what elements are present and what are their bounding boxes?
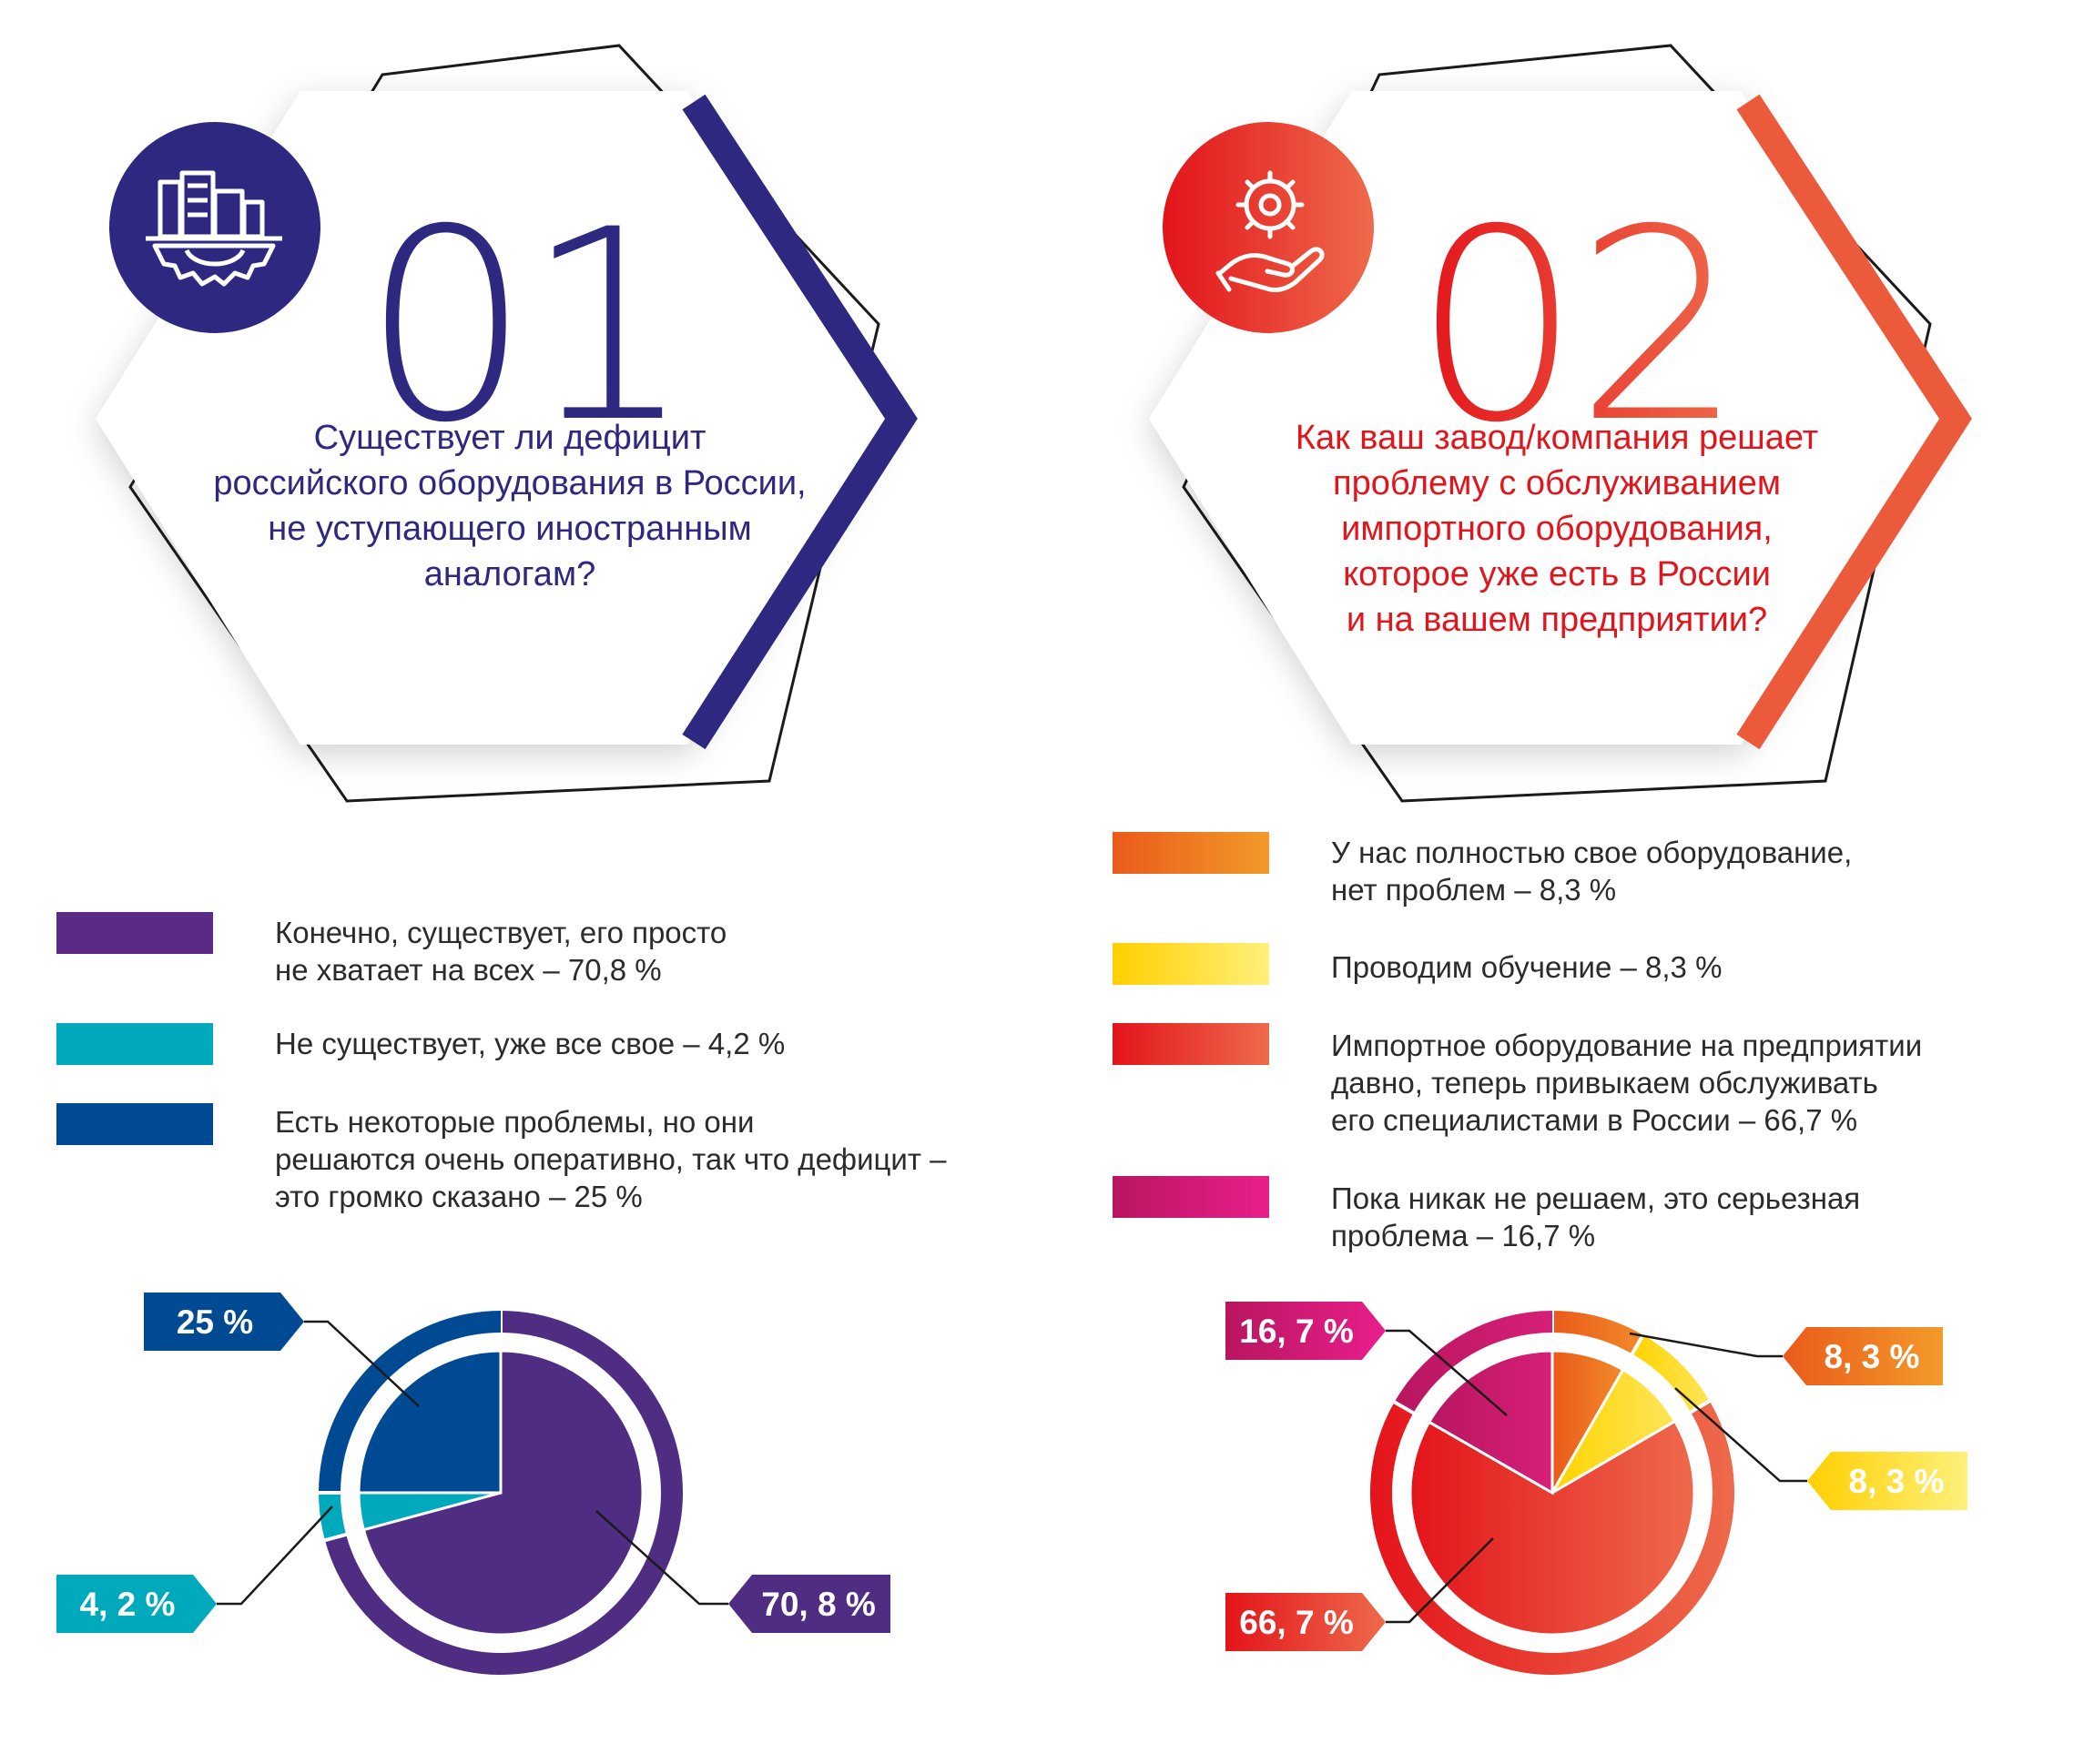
- pie-slice: [361, 1349, 645, 1637]
- legend-swatch-training: [1113, 943, 1269, 985]
- ring-segment: [1552, 1311, 1643, 1354]
- panel1-number: 01: [362, 174, 693, 481]
- panel2-question-line: Как ваш завод/компания решает: [1295, 419, 1819, 457]
- panel2-chevron: [1736, 94, 1972, 750]
- callout-leader-line: [1386, 1537, 1494, 1624]
- callout-leader-line: [595, 1510, 728, 1606]
- legend-item-no: Не существует, уже все свое – 4,2 %: [275, 1025, 785, 1062]
- callout-leader-line: [1674, 1387, 1807, 1483]
- ring-divider: [322, 1532, 349, 1543]
- legend-swatch-some: [56, 1103, 213, 1145]
- callout-box: [728, 1575, 890, 1633]
- ring-segment: [319, 1311, 501, 1493]
- callout-leader-line: [304, 1320, 420, 1407]
- data-label: 4, 2 %: [80, 1586, 176, 1623]
- panel2-outline-hexagon: [1182, 44, 1932, 803]
- panel1-question: Существует ли дефицит российского оборуд…: [164, 415, 856, 597]
- legend-line: давно, теперь привыкаем обслуживать: [1331, 1066, 1878, 1100]
- data-label: 8, 3 %: [1825, 1338, 1920, 1375]
- ring-divider: [1629, 1332, 1646, 1357]
- legend-line: Проводим обучение – 8,3 %: [1331, 950, 1723, 984]
- panel2-number: 02: [1413, 174, 1743, 481]
- legend-item-some: Есть некоторые проблемы, но они решаются…: [275, 1103, 946, 1215]
- ring-segment: [319, 1493, 347, 1541]
- data-label: 70, 8 %: [761, 1586, 875, 1623]
- panel1-chevron: [682, 94, 918, 750]
- pie-slice: [357, 1349, 503, 1495]
- callout-box: [1225, 1302, 1386, 1360]
- legend-line: проблема – 16,7 %: [1331, 1219, 1596, 1252]
- legend-line: У нас полностью свое оборудование,: [1331, 836, 1853, 869]
- legend-item-none: Пока никак не решаем, это серьезная проб…: [1331, 1180, 1860, 1254]
- data-label: 8, 3 %: [1849, 1463, 1945, 1500]
- legend-line: не хватает на всех – 70,8 %: [275, 953, 662, 987]
- callout-leader-line: [217, 1505, 333, 1606]
- panel2-question-line: импортного оборудования,: [1341, 510, 1773, 548]
- legend-swatch-no: [56, 1023, 213, 1065]
- legend-swatch-import: [1113, 1023, 1269, 1065]
- legend-swatch-none: [1113, 1176, 1269, 1218]
- panel2-question-line: которое уже есть в России: [1343, 555, 1771, 593]
- callout-box: [1783, 1327, 1943, 1385]
- callout-box: [1225, 1593, 1386, 1651]
- legend-line: Есть некоторые проблемы, но они: [275, 1105, 755, 1139]
- callout-leader-line: [1386, 1329, 1508, 1416]
- hand-gear-icon: [1215, 170, 1325, 292]
- legend-line: это громко сказано – 25 %: [275, 1180, 643, 1213]
- legend-line: Импортное оборудование на предприятии: [1331, 1029, 1923, 1062]
- factory-gear-icon: [146, 170, 282, 287]
- panel2-question-line: проблему с обслуживанием: [1333, 464, 1781, 502]
- panel2-question: Как ваш завод/компания решает проблему с…: [1211, 415, 1903, 643]
- callout-leader-line: [1629, 1332, 1783, 1358]
- panel1-outline-hexagon: [128, 44, 880, 803]
- data-label: 66, 7 %: [1239, 1604, 1353, 1641]
- panel2-question-line: и на вашем предприятии?: [1346, 601, 1768, 639]
- legend-line: Конечно, существует, его просто: [275, 916, 727, 949]
- legend-swatch-own: [1113, 832, 1269, 874]
- legend-line: Пока никак не решаем, это серьезная: [1331, 1181, 1861, 1215]
- ring-divider: [1391, 1399, 1417, 1416]
- panel1-question-line: Существует ли дефицит: [313, 419, 706, 457]
- ring-divider: [1688, 1398, 1713, 1415]
- legend-item-import: Импортное оборудование на предприятии да…: [1331, 1027, 1922, 1139]
- legend-line: нет проблем – 8,3 %: [1331, 873, 1617, 907]
- legend-item-yes: Конечно, существует, его просто не хвата…: [275, 914, 727, 988]
- data-label: 16, 7 %: [1239, 1313, 1353, 1350]
- data-label: 25 %: [177, 1303, 253, 1341]
- callout-box: [56, 1575, 217, 1633]
- legend-line: решаются очень оперативно, так что дефиц…: [275, 1142, 947, 1176]
- callout-box: [1807, 1452, 1967, 1510]
- legend-item-own: У нас полностью свое оборудование, нет п…: [1331, 834, 1852, 908]
- panel1-question-line: аналогам?: [423, 555, 596, 593]
- panel1-question-line: не уступающего иностранным: [268, 510, 752, 548]
- legend-line: Не существует, уже все свое – 4,2 %: [275, 1027, 786, 1060]
- ring-segment: [1631, 1334, 1710, 1413]
- legend-swatch-yes: [56, 912, 213, 954]
- pie-slice: [1427, 1349, 1554, 1495]
- pie-slice: [1408, 1419, 1696, 1637]
- panel1-question-line: российского оборудования в России,: [213, 464, 807, 502]
- legend-line: его специалистами в России – 66,7 %: [1331, 1103, 1858, 1137]
- legend-item-training: Проводим обучение – 8,3 %: [1331, 948, 1722, 986]
- ring-segment: [1394, 1311, 1552, 1414]
- callout-box: [144, 1293, 304, 1351]
